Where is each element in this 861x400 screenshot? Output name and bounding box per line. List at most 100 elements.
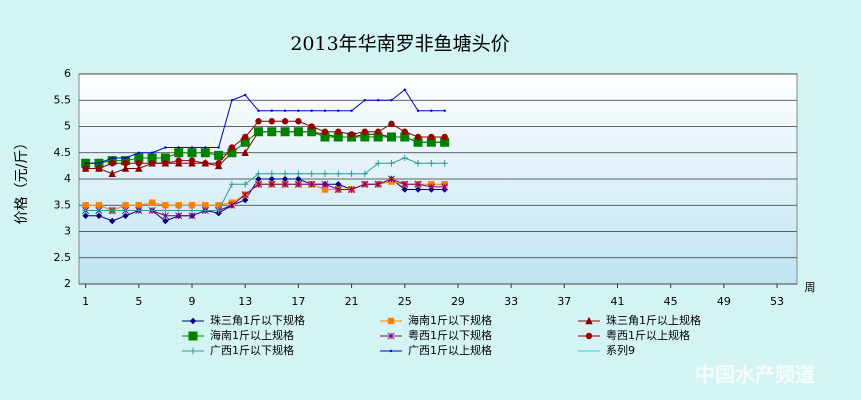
y-tick-label: 4.5 [54, 146, 72, 159]
marker [430, 109, 433, 112]
marker [295, 175, 302, 183]
marker [82, 212, 89, 219]
marker [350, 109, 353, 112]
y-tick-label: 5.5 [54, 93, 72, 106]
y-tick-label: 6 [64, 67, 71, 80]
marker [416, 109, 420, 112]
marker [335, 181, 342, 188]
marker [308, 170, 315, 177]
marker [294, 180, 302, 188]
y-tick-label: 3 [64, 225, 71, 238]
marker [414, 160, 422, 167]
marker [177, 146, 180, 149]
marker [150, 151, 154, 154]
marker [175, 202, 182, 209]
marker [217, 146, 220, 149]
marker [388, 120, 395, 128]
marker [124, 156, 127, 160]
marker [241, 191, 249, 199]
series-line [85, 131, 445, 164]
marker [388, 160, 395, 167]
marker [426, 137, 436, 147]
marker [242, 133, 249, 141]
x-tick-label: 33 [504, 295, 518, 308]
marker [227, 148, 237, 158]
marker [109, 207, 116, 214]
marker [202, 202, 209, 209]
series-line [85, 89, 445, 164]
x-tick-label: 13 [238, 295, 252, 308]
marker [361, 128, 369, 135]
marker [374, 180, 382, 188]
marker [108, 169, 116, 177]
marker [82, 202, 89, 209]
marker [228, 201, 236, 209]
marker [228, 144, 236, 151]
marker [414, 180, 422, 188]
chart-title: 2013年华南罗非鱼塘头价 [290, 33, 509, 55]
x-tick-label: 21 [345, 295, 359, 308]
marker [387, 175, 396, 183]
marker [254, 180, 263, 188]
x-tick-label: 25 [398, 295, 412, 308]
marker [82, 207, 89, 214]
marker [268, 180, 276, 188]
marker [333, 132, 343, 142]
marker [440, 137, 450, 147]
marker [162, 217, 169, 225]
marker [585, 316, 593, 325]
marker [268, 170, 275, 177]
marker [308, 123, 315, 130]
marker [189, 347, 197, 355]
marker [188, 331, 198, 341]
marker [321, 180, 329, 188]
marker [360, 132, 370, 142]
marker [348, 170, 355, 177]
marker [387, 317, 395, 325]
x-tick-label: 41 [611, 295, 625, 308]
marker [363, 99, 367, 102]
marker [441, 133, 448, 141]
marker [585, 332, 593, 340]
marker [162, 207, 169, 214]
marker [401, 128, 408, 135]
marker [135, 207, 143, 214]
marker [175, 207, 182, 214]
y-axis-label: 价格（元/斤） [14, 136, 30, 225]
marker [241, 148, 249, 156]
marker [242, 196, 249, 204]
marker [281, 170, 289, 177]
marker [162, 202, 169, 209]
marker [376, 99, 380, 102]
marker [214, 150, 224, 160]
marker [443, 109, 446, 112]
marker [122, 160, 129, 167]
marker [310, 109, 313, 112]
marker [257, 109, 260, 112]
marker [188, 207, 196, 214]
marker [268, 118, 275, 125]
y-tick-label: 2 [64, 277, 71, 290]
legend-label: 广西1斤以上规格 [408, 343, 492, 357]
marker [320, 132, 330, 142]
marker [215, 160, 222, 167]
y-tick-label: 4 [64, 172, 71, 185]
marker [281, 118, 289, 125]
marker [281, 175, 289, 183]
marker [135, 202, 143, 209]
marker [240, 137, 250, 147]
marker [335, 170, 342, 177]
marker [441, 160, 448, 167]
marker [295, 118, 302, 125]
marker [215, 202, 222, 209]
marker [244, 93, 247, 97]
marker [335, 128, 342, 135]
marker [414, 133, 422, 141]
y-tick-label: 5 [64, 120, 71, 133]
marker [428, 160, 435, 167]
marker [121, 164, 130, 172]
x-tick-label: 5 [135, 295, 142, 308]
marker [147, 153, 157, 163]
marker [162, 160, 169, 167]
marker [188, 202, 196, 209]
